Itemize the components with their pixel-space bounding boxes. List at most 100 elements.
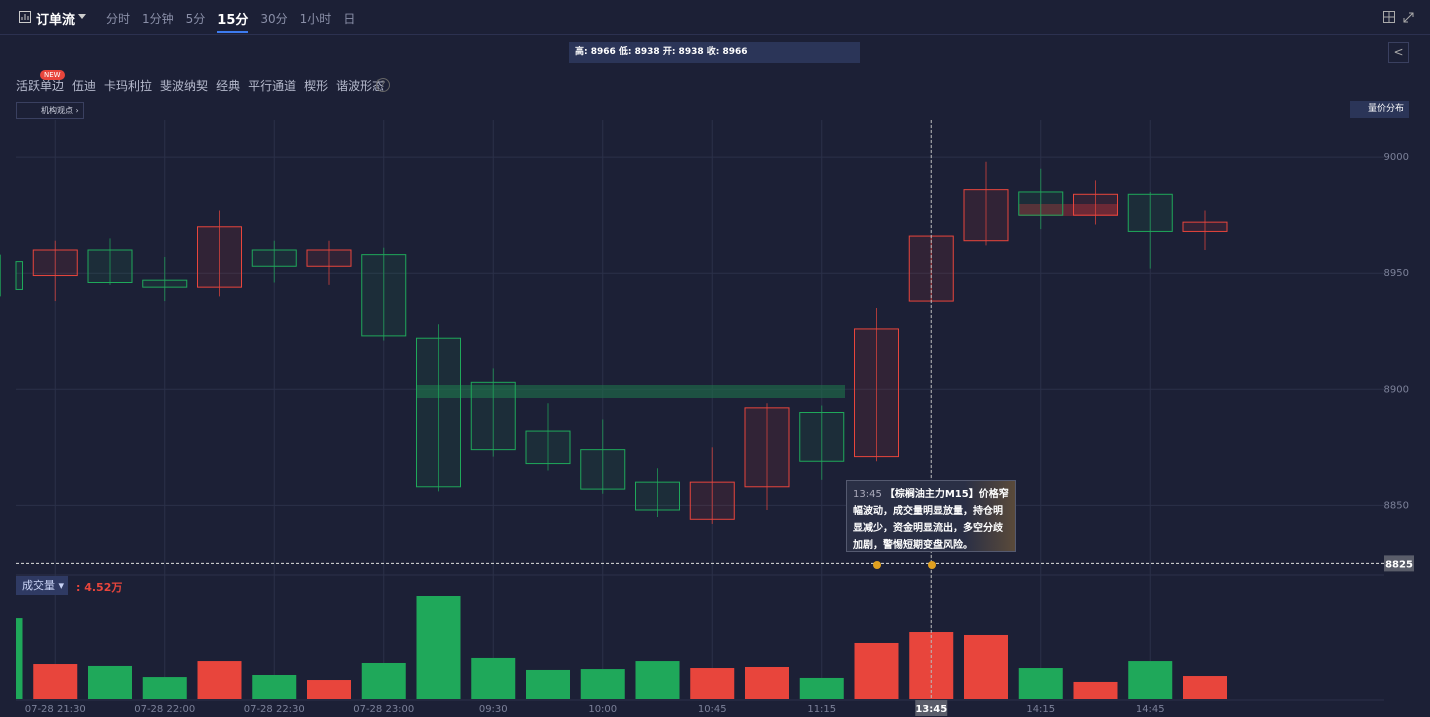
drawing-tool[interactable]: 平行通道 (248, 79, 297, 93)
y-tick-label: 8950 (1384, 268, 1409, 279)
volume-bar[interactable] (142, 677, 187, 699)
volume-bar[interactable] (197, 661, 242, 699)
drawing-tool[interactable]: 经典 (216, 79, 241, 93)
y-tick-label: 8900 (1384, 384, 1409, 395)
candle-body[interactable] (416, 337, 461, 488)
ohlc-info: 高: 8966 低: 8938 开: 8938 收: 8966 (569, 42, 860, 63)
x-tick-label: 07-28 22:00 (134, 704, 195, 715)
volume-bar[interactable] (252, 674, 297, 699)
period-tab[interactable]: 5分 (185, 12, 206, 26)
event-marker[interactable] (928, 561, 936, 569)
candle-body[interactable] (32, 249, 78, 277)
volume-bar[interactable] (33, 664, 78, 699)
volume-bar[interactable] (361, 662, 406, 699)
candle-body[interactable] (525, 430, 571, 465)
candle-body[interactable] (142, 279, 188, 288)
volume-bar[interactable] (526, 669, 570, 699)
period-tab[interactable]: 15分 (217, 9, 249, 33)
view-button-label: 机构观点 (41, 106, 73, 115)
drawing-tool[interactable]: 斐波纳契 (160, 79, 209, 93)
drawing-tools: 活跃单边 伍迪 卡玛利拉 斐波纳契 经典 平行通道 楔形 谐波形态 (16, 77, 384, 94)
candle-body[interactable] (251, 249, 297, 267)
top-bar: 订单流 分时 1分钟 5分 15分 30分 1小时日 (0, 0, 1430, 35)
volume-bar[interactable] (745, 666, 789, 699)
help-icon[interactable]: ? (376, 78, 390, 92)
volume-bar[interactable] (854, 642, 899, 699)
candle-body[interactable] (1073, 193, 1118, 216)
grid: 8850 8900 8950 9000 (16, 120, 1409, 701)
candle-body[interactable] (87, 249, 133, 283)
profile-button-label: 量价分布 (1368, 104, 1405, 114)
drawing-tool[interactable]: 伍迪 (72, 79, 97, 93)
volume-bar[interactable] (580, 669, 625, 699)
profile-button[interactable]: 量价分布 (1350, 101, 1410, 118)
candle-body[interactable] (1127, 193, 1173, 232)
view-button[interactable]: 机构观点 › (16, 102, 84, 119)
volume-bar[interactable] (307, 680, 351, 699)
candle-body[interactable] (361, 254, 407, 337)
chart-icon (19, 11, 31, 23)
dropdown-arrow (78, 14, 86, 19)
period-tab[interactable]: 1小时 (299, 12, 332, 26)
volume-title: 成交量 (22, 579, 55, 592)
resistance-zone (1019, 204, 1118, 216)
volume-bar[interactable] (690, 668, 735, 699)
volume-bar[interactable] (1128, 661, 1173, 699)
candle-body[interactable] (635, 481, 680, 511)
volume-bar[interactable] (1018, 668, 1063, 699)
x-tick-label: 07-28 22:30 (244, 704, 305, 715)
x-tick-label: 11:15 (807, 704, 836, 715)
volume-bar[interactable] (964, 634, 1008, 699)
x-tick-label: 10:00 (588, 704, 617, 715)
candle-body[interactable] (580, 449, 626, 490)
period-tab[interactable]: 分时 (106, 12, 131, 26)
annotation-time: 13:45 (853, 489, 882, 500)
window-icons (1383, 11, 1414, 23)
volume-bar[interactable] (799, 677, 844, 699)
volume-selector[interactable]: 成交量 ▾ (16, 576, 68, 595)
candle-body[interactable] (306, 249, 352, 267)
drawing-tool[interactable]: 卡玛利拉 (104, 79, 153, 93)
period-tab[interactable]: 30分 (260, 12, 288, 26)
volume-bar[interactable] (471, 657, 516, 699)
drawing-tool[interactable]: 活跃单边 (16, 79, 65, 93)
x-tick-label: 07-28 23:00 (353, 704, 414, 715)
volume-bar[interactable] (88, 665, 132, 699)
candle-body[interactable] (470, 381, 516, 451)
panel-title[interactable]: 订单流 (36, 13, 76, 28)
period-tabs: 分时 1分钟 5分 15分 30分 1小时日 (106, 10, 355, 33)
candle-body[interactable] (799, 412, 845, 462)
new-badge: NEW (40, 70, 65, 80)
candle-body[interactable] (744, 407, 790, 488)
candle-body[interactable] (1182, 221, 1228, 232)
annotation-text: 【棕榈油主力M15】价格窄幅波动，成交量明显放量，持仓明显减少，资金明显流出，多… (853, 489, 1009, 551)
volume-bar[interactable] (416, 596, 461, 699)
annotation: 13:45 【棕榈油主力M15】价格窄幅波动，成交量明显放量，持仓明显减少，资金明… (846, 480, 1016, 552)
volume-bar[interactable] (16, 618, 23, 699)
price-tag: 8825 (1385, 559, 1413, 570)
x-tick-label: 13:45 (915, 704, 947, 715)
marks: 07-28 21:30 07-28 22:00 07-28 22:30 07-28 2… (0, 120, 1414, 716)
candle-body[interactable] (15, 261, 23, 290)
collapse-button[interactable]: < (1388, 42, 1409, 63)
drawing-tool[interactable]: 谐波形态 (336, 79, 385, 93)
volume-bar[interactable] (635, 661, 680, 699)
volume-bar[interactable] (1183, 676, 1227, 699)
price-tag-bg (1384, 555, 1414, 572)
period-tab[interactable]: 日 (343, 12, 356, 26)
volume-value: : 4.52万 (76, 581, 123, 594)
candle-body[interactable] (963, 189, 1009, 242)
event-marker[interactable] (873, 561, 881, 569)
drawing-tool[interactable]: 楔形 (304, 79, 329, 93)
candle-body[interactable] (1018, 191, 1064, 216)
candle-body[interactable] (689, 481, 735, 520)
x-tick-label: 09:30 (479, 704, 508, 715)
candle-body[interactable] (197, 226, 242, 288)
period-tab[interactable]: 1分钟 (142, 12, 174, 26)
support-zone (416, 385, 845, 398)
candle-body[interactable] (854, 328, 899, 458)
x-tick-label: 14:45 (1136, 704, 1165, 715)
volume-bar[interactable] (1073, 681, 1118, 699)
